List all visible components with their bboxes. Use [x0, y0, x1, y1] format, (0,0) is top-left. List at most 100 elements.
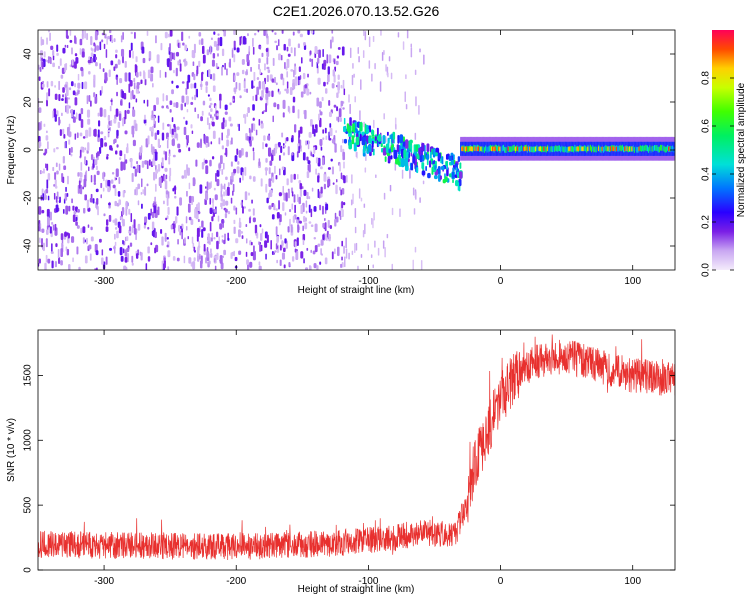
spectrogram-cell	[390, 145, 394, 153]
spectrogram-cell	[335, 184, 338, 195]
spectrogram-cell	[280, 145, 283, 154]
spectrogram-cell	[63, 165, 67, 171]
spectrogram-cell	[114, 226, 118, 230]
spectrogram-cell	[360, 79, 362, 90]
spectrogram-cell	[80, 162, 83, 171]
spectrogram-cell	[300, 204, 303, 215]
spectrogram-cell	[115, 177, 118, 181]
spectrogram-cell	[343, 161, 345, 169]
spectrogram-cell	[153, 115, 155, 125]
spectrogram-cell	[255, 232, 258, 236]
spectrogram-cell	[137, 223, 141, 231]
spectrogram-cell	[223, 249, 227, 256]
spectrogram-cell	[258, 241, 260, 246]
spectrogram-cell	[364, 31, 367, 41]
spectrogram-cell	[279, 259, 282, 267]
spectrogram-cell	[221, 235, 224, 238]
spectrogram-cell	[271, 90, 274, 98]
spectrogram-cell	[69, 39, 73, 43]
spectrogram-cell	[281, 30, 284, 34]
spectrogram-cell	[110, 60, 114, 66]
spectrogram-cell	[333, 104, 337, 108]
spectrogram-cell	[319, 101, 322, 109]
spectrogram-cell	[323, 81, 326, 87]
spectrogram-cell	[324, 257, 328, 265]
spectrogram-cell	[136, 160, 138, 165]
spectrogram-cell	[38, 206, 42, 215]
spectrogram-cell	[59, 58, 62, 66]
spectrogram-cell	[164, 167, 168, 172]
spectrogram-cell	[54, 261, 58, 268]
spectrogram-cell	[103, 43, 106, 50]
spectrogram-cell	[334, 212, 337, 220]
spectrogram-cell	[119, 78, 123, 84]
spectrogram-cell	[177, 239, 179, 245]
spectrogram-cell	[154, 231, 157, 239]
spectrogram-cell	[310, 208, 313, 218]
spectrogram-cell	[336, 106, 339, 112]
spectrogram-cell	[46, 37, 48, 45]
spectrogram-cell	[321, 96, 324, 102]
spectrogram-cell	[119, 150, 123, 157]
spectrogram-cell	[42, 242, 45, 252]
spectrogram-cell	[306, 156, 309, 161]
spectrogram-cell	[252, 104, 255, 111]
spectrogram-cell	[227, 210, 231, 215]
spectrogram-x-tick-label: 100	[624, 276, 641, 287]
spectrogram-cell	[114, 63, 118, 69]
spectrogram-cell	[52, 110, 54, 119]
spectrogram-cell	[183, 255, 186, 264]
spectrogram-cell	[418, 104, 420, 115]
spectrogram-x-tick-label: -300	[94, 276, 114, 287]
spectrogram-cell	[324, 127, 327, 134]
spectrogram-cell	[284, 238, 287, 244]
spectrogram-cell	[297, 30, 301, 34]
spectrogram-cell	[229, 58, 231, 68]
spectrogram-cell	[207, 240, 211, 244]
spectrogram-cell	[135, 98, 138, 103]
spectrogram-cell	[298, 220, 302, 224]
spectrogram-cell	[307, 140, 310, 150]
snr-y-tick-label: 500	[23, 496, 34, 513]
spectrogram-cell	[63, 141, 66, 149]
spectrogram-cell	[286, 88, 289, 94]
spectrogram-cell	[188, 147, 191, 152]
spectrogram-cell	[119, 157, 122, 161]
spectrogram-cell	[181, 223, 184, 230]
spectrogram-cell	[231, 49, 234, 58]
spectrogram-cell	[383, 192, 386, 200]
spectrogram-cell	[352, 193, 354, 205]
spectrogram-cell	[46, 216, 50, 226]
spectrogram-cell	[457, 156, 461, 163]
spectrogram-cell	[42, 61, 44, 70]
spectrogram-cell	[412, 187, 415, 196]
spectrogram-cell	[238, 123, 240, 132]
spectrogram-cell	[290, 174, 293, 183]
spectrogram-x-label: Height of straight line (km)	[298, 285, 415, 296]
spectrogram-cell	[95, 152, 98, 158]
spectrogram-cell	[334, 143, 337, 153]
spectrogram-cell	[195, 159, 198, 167]
spectrogram-cell	[238, 229, 241, 238]
spectrogram-cell	[167, 250, 171, 258]
spectrogram-cell	[142, 57, 146, 64]
spectrogram-cell	[298, 180, 302, 184]
spectrogram-cell	[195, 203, 200, 208]
spectrogram-cell	[297, 224, 300, 233]
spectrogram-cell	[119, 247, 123, 256]
spectrogram-cell	[108, 69, 111, 78]
spectrogram-cell	[76, 246, 79, 255]
spectrogram-cell	[110, 119, 113, 127]
spectrogram-cell	[150, 130, 154, 137]
spectrogram-cell	[41, 57, 43, 61]
spectrogram-cell	[55, 162, 58, 168]
spectrogram-cell	[156, 130, 160, 135]
spectrogram-cell	[87, 207, 91, 212]
spectrogram-cell	[198, 60, 201, 68]
spectrogram-cell	[90, 36, 93, 46]
spectrogram-cell	[448, 155, 452, 162]
spectrogram-cell	[144, 76, 146, 80]
spectrogram-cell	[319, 139, 323, 146]
spectrogram-cell	[86, 199, 90, 209]
